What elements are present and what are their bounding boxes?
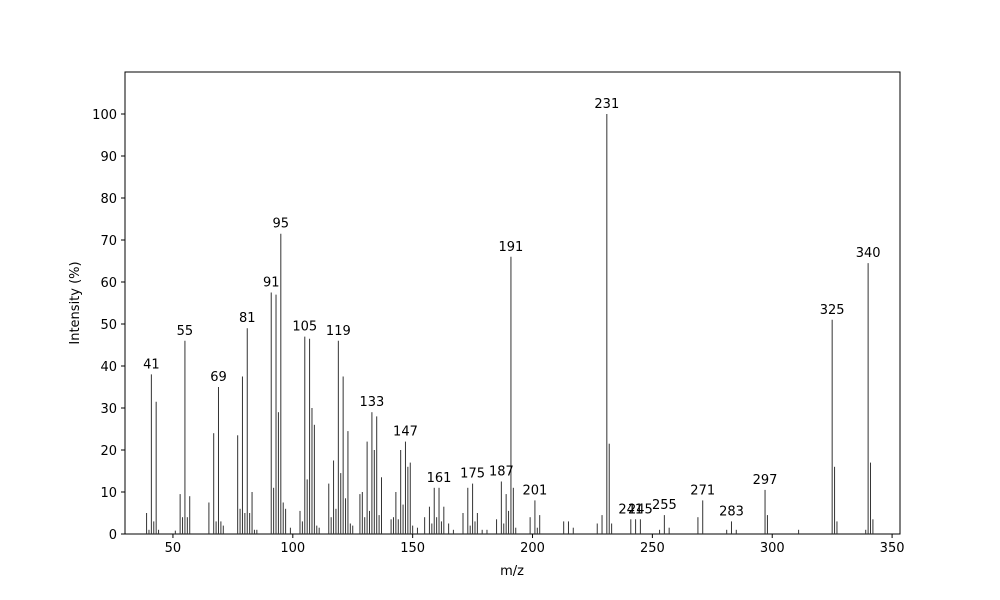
- peak-label: 201: [522, 483, 547, 498]
- peak-label: 147: [393, 425, 418, 440]
- peak-label: 191: [499, 240, 524, 255]
- y-tick-label: 80: [100, 192, 117, 207]
- y-tick-label: 10: [100, 486, 117, 501]
- peak-label: 161: [427, 471, 452, 486]
- y-tick-label: 50: [100, 318, 117, 333]
- y-tick-label: 100: [92, 108, 117, 123]
- y-tick-label: 70: [100, 234, 117, 249]
- peak-label: 95: [273, 217, 290, 232]
- peak-label: 91: [263, 276, 280, 291]
- peak-label: 255: [652, 498, 677, 513]
- peak-label: 69: [210, 370, 227, 385]
- x-tick-label: 50: [165, 541, 182, 556]
- peak-label: 55: [177, 324, 194, 339]
- peak-label: 325: [820, 303, 845, 318]
- peak-label: 81: [239, 311, 256, 326]
- peak-label: 187: [489, 465, 514, 480]
- x-tick-label: 200: [520, 541, 545, 556]
- peak-label: 133: [359, 395, 384, 410]
- x-tick-label: 100: [280, 541, 305, 556]
- y-tick-label: 60: [100, 276, 117, 291]
- peak-label: 297: [753, 473, 778, 488]
- y-tick-label: 0: [109, 528, 117, 543]
- y-tick-label: 20: [100, 444, 117, 459]
- plot-frame: [124, 71, 901, 535]
- peak-label: 41: [143, 357, 160, 372]
- peak-label: 283: [719, 504, 744, 519]
- x-tick-label: 350: [880, 541, 905, 556]
- peak-label: 245: [628, 502, 653, 517]
- y-tick-label: 90: [100, 150, 117, 165]
- peak-label: 105: [292, 320, 317, 335]
- peak-label: 175: [460, 467, 485, 482]
- y-tick-label: 40: [100, 360, 117, 375]
- x-axis-label: m/z: [500, 564, 524, 579]
- peak-label: 231: [594, 97, 619, 112]
- peak-label: 241: [618, 502, 643, 517]
- y-tick-label: 30: [100, 402, 117, 417]
- x-tick-label: 300: [760, 541, 785, 556]
- peak-label: 340: [856, 246, 881, 261]
- x-tick-label: 150: [400, 541, 425, 556]
- peak-label: 271: [690, 483, 715, 498]
- x-tick-label: 250: [640, 541, 665, 556]
- peak-label: 119: [326, 324, 351, 339]
- y-axis-label: Intensity (%): [68, 261, 83, 344]
